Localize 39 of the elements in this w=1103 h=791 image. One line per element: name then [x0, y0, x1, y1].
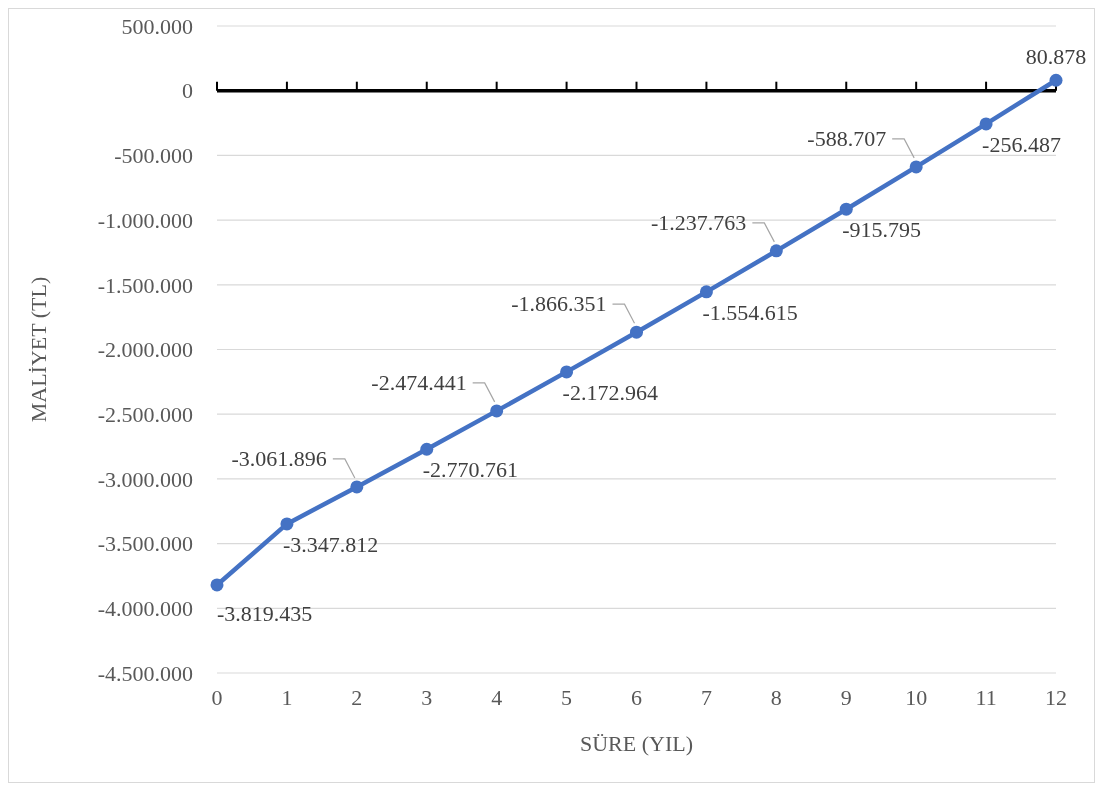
x-tick-label: 4	[491, 685, 503, 710]
data-label: -2.474.441	[371, 369, 467, 395]
y-tick-label: -3.000.000	[97, 466, 193, 492]
x-tick-label: 5	[561, 685, 573, 710]
x-tick-label: 12	[1045, 685, 1067, 710]
x-tick-label: 2	[351, 685, 363, 710]
data-label: -3.061.896	[231, 445, 327, 471]
y-axis-title: MALİYET (TL)	[26, 276, 51, 423]
y-tick-label: -2.000.000	[97, 337, 193, 363]
data-label: -915.795	[842, 217, 922, 243]
y-tick-label: -1.000.000	[97, 207, 193, 233]
data-label: -3.347.812	[282, 531, 379, 557]
data-label: -588.707	[807, 125, 887, 151]
x-tick-label: 9	[840, 685, 852, 710]
x-tick-label: 8	[770, 685, 782, 710]
x-tick-label: 6	[631, 685, 642, 710]
x-tick-label: 0	[211, 685, 223, 710]
y-tick-label: 500.000	[121, 13, 193, 39]
x-tick-label: 7	[700, 685, 712, 710]
y-tick-label: -4.500.000	[97, 660, 193, 686]
data-label: -2.770.761	[422, 457, 519, 483]
y-tick-label: -1.500.000	[97, 272, 193, 298]
data-label: -1.866.351	[511, 291, 607, 317]
x-axis-title: SÜRE (YIL)	[579, 731, 694, 756]
data-label: -3.819.435	[217, 600, 313, 626]
data-label: 80.878	[1025, 44, 1087, 70]
data-label: -256.487	[982, 131, 1061, 157]
x-tick-label: 11	[975, 685, 997, 710]
data-label: -1.237.763	[651, 209, 747, 235]
data-label: -1.554.615	[702, 299, 798, 325]
y-tick-label: -2.500.000	[97, 401, 193, 427]
y-tick-label: -4.000.000	[97, 596, 193, 621]
y-tick-label: 0	[182, 78, 193, 104]
data-label: -2.172.964	[562, 379, 658, 405]
x-tick-label: 10	[905, 685, 928, 710]
y-tick-label: -500.000	[114, 143, 193, 169]
x-tick-label: 1	[281, 685, 293, 710]
y-tick-label: -3.500.000	[97, 531, 193, 557]
x-tick-label: 3	[421, 685, 433, 710]
